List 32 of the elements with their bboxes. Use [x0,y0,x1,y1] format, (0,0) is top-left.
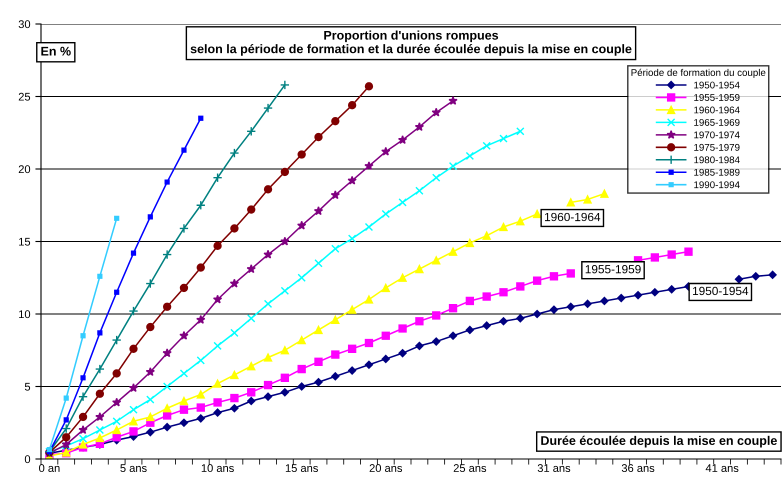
legend-label: 1955-1959 [694,94,740,101]
text: Proportion d'unions rompues selon la période de formation et la durée écoulée depuis la mise en couple [190,30,632,56]
y-axis-title: En % [41,46,71,56]
x-tick-label: 41 ans [706,464,738,472]
y-tick-label: 0 [24,455,30,464]
legend-label: 1960-1964 [694,106,740,114]
legend-label: 1975-1979 [694,144,740,151]
x-tick-label: 31 ans [538,464,570,472]
x-tick-label: 36 ans [622,464,654,472]
y-tick-label: 20 [18,165,30,174]
x-tick-label: 25 ans [454,464,486,472]
x-tick-label: 5 ans [120,464,147,472]
legend-label: 1970-1974 [694,131,740,138]
y-tick-label: 25 [18,92,30,101]
x-tick-label: 0 an [39,464,60,472]
y-tick-label: 5 [24,382,30,391]
y-tick-label: 10 [19,310,30,318]
legend-label: 1965-1969 [694,118,740,126]
legend-label: 1950-1954 [694,82,740,88]
x-tick-label: 10 ans [202,464,234,472]
legend-label: 1990-1994 [694,181,740,188]
x-tick-label: 20 ans [370,464,402,472]
x-axis-title: Durée écoulée depuis la mise en couple [541,436,777,448]
annotation: 1950-1954 [692,286,748,296]
legend-label: 1980-1984 [694,156,740,164]
y-tick-label: 15 [19,238,30,246]
annotation: 1960-1964 [544,212,600,222]
x-tick-label: 15 ans [286,464,318,472]
legend-label: 1985-1989 [694,168,740,176]
y-tick-label: 30 [18,20,30,28]
annotation: 1955-1959 [586,265,641,274]
legend-title: Période de formation du couple [632,68,766,78]
